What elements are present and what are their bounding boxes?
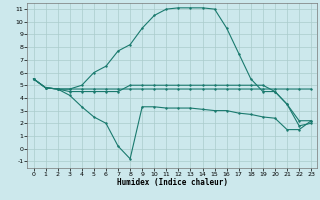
- X-axis label: Humidex (Indice chaleur): Humidex (Indice chaleur): [117, 178, 228, 187]
